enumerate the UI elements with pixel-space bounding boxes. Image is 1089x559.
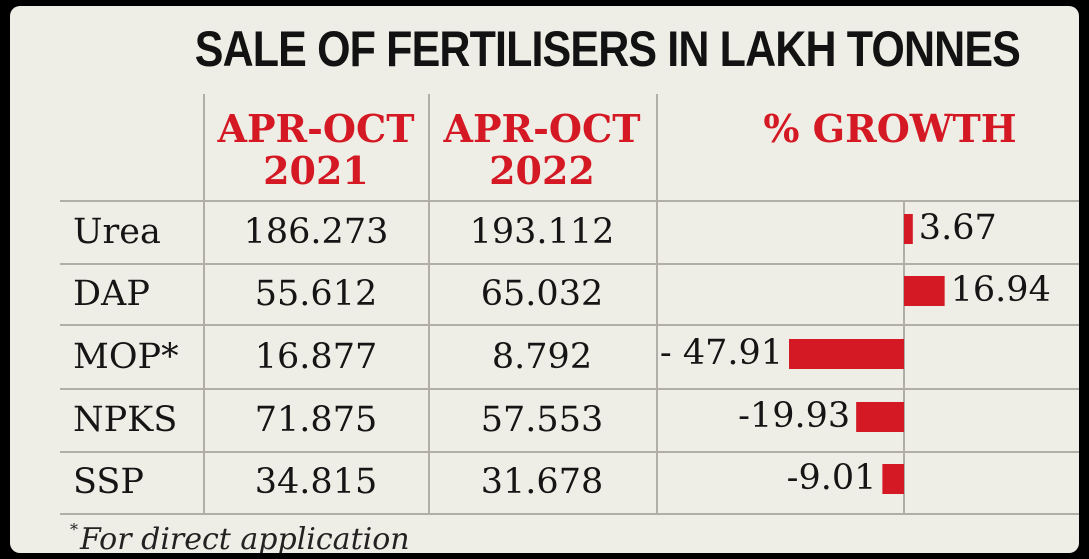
row-label-dap: DAP — [73, 274, 150, 314]
column-divider — [656, 94, 658, 514]
cell-npks-2022: 57.553 — [480, 400, 604, 440]
row-divider — [60, 263, 1079, 265]
growth-value-npks: -19.93 — [738, 396, 851, 436]
cell-mop-2022: 8.792 — [491, 337, 593, 377]
cell-ssp-2021: 34.815 — [254, 462, 378, 502]
growth-bar-chart — [789, 202, 945, 513]
row-divider — [60, 388, 1079, 390]
cell-urea-2022: 193.112 — [469, 212, 615, 252]
cell-dap-2021: 55.612 — [254, 274, 378, 314]
row-divider — [60, 513, 1079, 515]
column-header-2021: APR-OCT 2021 — [210, 108, 422, 192]
column-header-line: APR-OCT — [443, 106, 641, 151]
growth-bar-npks — [856, 402, 904, 432]
row-label-urea: Urea — [73, 212, 161, 252]
column-header-line: 2022 — [489, 148, 595, 193]
growth-bar-mop — [789, 339, 904, 369]
column-divider — [203, 94, 205, 514]
column-header-growth: % GROWTH — [763, 106, 1017, 151]
column-header-line: 2021 — [263, 148, 369, 193]
growth-value-mop: - 47.91 — [659, 333, 784, 373]
footnote-mark: * — [70, 520, 78, 539]
column-header-2022: APR-OCT 2022 — [434, 108, 650, 192]
footnote: *For direct application — [70, 520, 410, 553]
footnote-text: For direct application — [80, 522, 410, 553]
column-header-line: APR-OCT — [217, 106, 415, 151]
row-label-npks: NPKS — [73, 400, 178, 440]
row-divider — [60, 200, 1079, 202]
cell-dap-2022: 65.032 — [480, 274, 604, 314]
cell-urea-2021: 186.273 — [243, 212, 389, 252]
growth-bar-urea — [904, 214, 913, 244]
chart-title: SALE OF FERTILISERS IN LAKH TONNES — [194, 21, 1021, 77]
cell-npks-2021: 71.875 — [254, 400, 378, 440]
growth-value-dap: 16.94 — [950, 270, 1051, 310]
row-label-mop: MOP* — [73, 337, 179, 377]
row-divider — [60, 451, 1079, 453]
growth-bar-ssp — [882, 464, 904, 494]
infographic-card: SALE OF FERTILISERS IN LAKH TONNES APR-O… — [10, 6, 1079, 553]
row-label-ssp: SSP — [73, 462, 144, 502]
growth-bar-dap — [904, 276, 945, 306]
cell-mop-2021: 16.877 — [254, 337, 378, 377]
growth-value-urea: 3.67 — [918, 208, 997, 248]
growth-value-ssp: -9.01 — [786, 458, 877, 498]
row-divider — [60, 324, 1079, 326]
cell-ssp-2022: 31.678 — [480, 462, 604, 502]
column-divider — [428, 94, 430, 514]
